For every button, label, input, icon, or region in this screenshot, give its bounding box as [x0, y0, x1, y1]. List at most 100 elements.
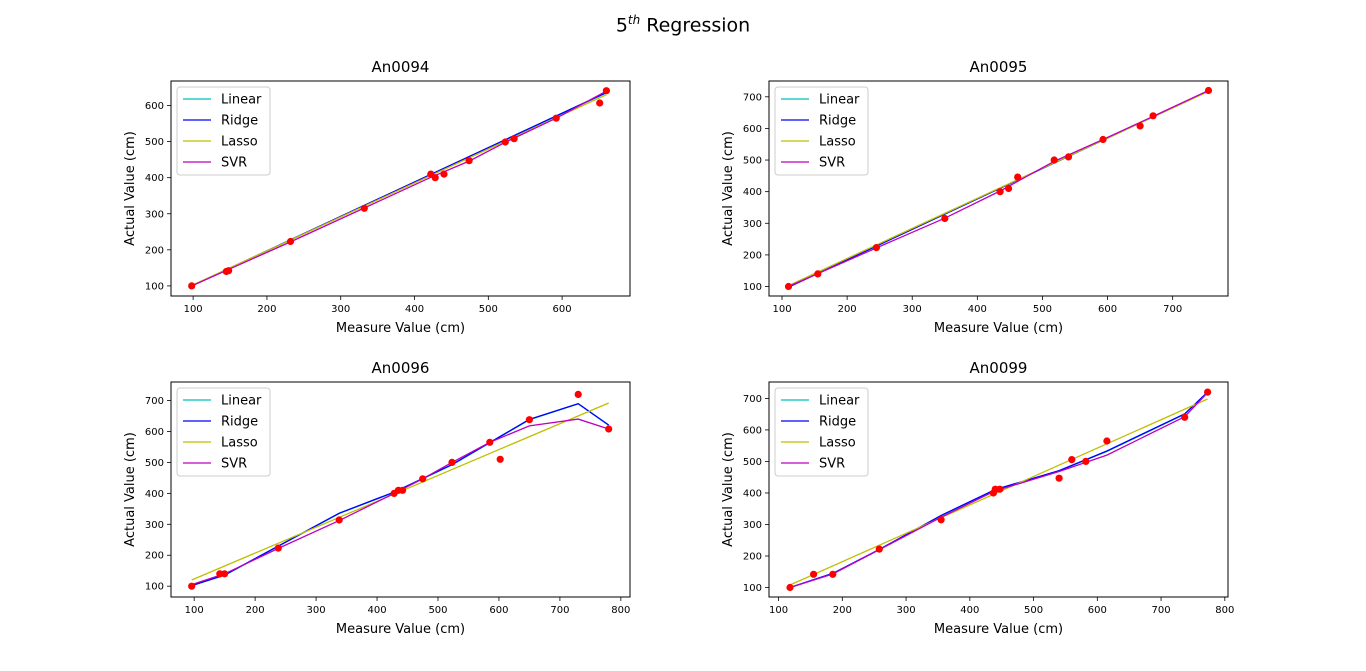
legend-label-linear: Linear [819, 394, 860, 409]
x-tick-label: 200 [838, 304, 857, 315]
legend-label-linear: Linear [221, 394, 262, 409]
data-point [1099, 135, 1107, 144]
legend-label-lasso: Lasso [819, 436, 856, 451]
data-point [510, 135, 518, 143]
y-tick-label: 300 [743, 520, 762, 531]
data-point [525, 416, 534, 424]
x-axis-label: Measure Value (cm) [934, 321, 1063, 336]
y-tick-label: 400 [145, 489, 164, 500]
legend-label-lasso: Lasso [819, 135, 856, 150]
data-point [937, 516, 945, 524]
x-tick-label: 200 [246, 605, 265, 616]
axes-frame [170, 80, 631, 297]
axes-frame [170, 381, 631, 598]
data-point [810, 570, 818, 578]
x-tick-label: 600 [1098, 304, 1117, 315]
y-tick-label: 600 [743, 124, 762, 135]
data-point [188, 282, 196, 290]
x-tick-label: 400 [968, 304, 987, 315]
x-tick-label: 700 [1152, 605, 1171, 616]
data-point [465, 157, 473, 165]
legend-box [774, 86, 869, 176]
y-tick-label: 200 [743, 250, 762, 261]
data-point [1055, 474, 1063, 482]
legend-label-ridge: Ridge [819, 415, 856, 430]
y-tick-label: 300 [145, 209, 164, 220]
data-point [1181, 413, 1189, 421]
x-tick-label: 100 [184, 304, 203, 315]
x-tick-label: 800 [611, 605, 630, 616]
legend-label-svr: SVR [221, 457, 247, 472]
data-point [552, 114, 560, 122]
data-point [188, 582, 196, 590]
x-tick-label: 600 [1088, 605, 1107, 616]
figure-title-base: 5 [615, 14, 628, 37]
y-axis-label: Actual Value (cm) [123, 131, 138, 246]
legend-label-lasso: Lasso [221, 436, 258, 451]
y-tick-label: 100 [145, 582, 164, 593]
data-point [1103, 437, 1111, 445]
legend-label-linear: Linear [221, 93, 262, 108]
data-point [596, 99, 604, 107]
series-line-svr [191, 90, 607, 287]
data-point [996, 188, 1004, 196]
data-point [360, 204, 368, 212]
data-point [605, 425, 613, 433]
chart-panel-1: 100 200 300 400 500 600 100 200 300 400 500 600 An00… [123, 58, 631, 336]
x-tick-label: 100 [185, 605, 204, 616]
data-point [274, 544, 282, 552]
y-tick-label: 600 [145, 427, 164, 438]
series-line-svr [788, 89, 1209, 288]
legend-box [176, 387, 271, 477]
data-point [440, 170, 448, 178]
legend-label-ridge: Ridge [819, 114, 856, 129]
chart-title: An0095 [970, 58, 1028, 76]
data-point [574, 390, 582, 398]
y-tick-label: 700 [743, 92, 762, 103]
data-point [941, 214, 949, 223]
data-point [221, 570, 229, 578]
chart-panel-2: 100 200 300 400 500 600 700 100 200 300 400 500 600 7… [721, 58, 1229, 336]
data-point [335, 516, 343, 524]
x-tick-label: 200 [257, 304, 276, 315]
y-tick-label: 200 [145, 245, 164, 256]
x-axis-label: Measure Value (cm) [336, 622, 465, 637]
x-tick-label: 100 [772, 304, 791, 315]
chart-title: An0096 [372, 359, 430, 377]
data-point [872, 244, 881, 252]
data-point [286, 237, 295, 246]
data-point [996, 485, 1004, 493]
x-tick-label: 300 [897, 605, 916, 616]
data-point [1149, 112, 1157, 120]
data-point [419, 475, 427, 483]
x-tick-label: 700 [550, 605, 569, 616]
y-tick-label: 500 [145, 458, 164, 469]
x-tick-label: 600 [489, 605, 508, 616]
legend-box [774, 387, 869, 477]
y-axis-label: Actual Value (cm) [721, 432, 736, 547]
y-tick-label: 300 [743, 219, 762, 230]
figure-title: 5th Regression [0, 13, 1366, 36]
data-point [1005, 184, 1013, 193]
x-tick-label: 500 [428, 605, 447, 616]
chart-title: An0099 [970, 359, 1028, 377]
x-tick-label: 800 [1215, 605, 1234, 616]
legend-label-lasso: Lasso [221, 135, 258, 150]
data-point [784, 282, 793, 291]
legend-label-ridge: Ridge [221, 415, 258, 430]
y-tick-label: 400 [145, 173, 164, 184]
legend-label-svr: SVR [819, 457, 845, 472]
y-tick-label: 500 [743, 457, 762, 468]
data-point [1204, 388, 1212, 396]
x-tick-label: 500 [1033, 304, 1052, 315]
x-tick-label: 300 [903, 304, 922, 315]
x-axis-label: Measure Value (cm) [934, 622, 1063, 637]
y-tick-label: 100 [743, 282, 762, 293]
x-tick-label: 500 [479, 304, 498, 315]
chart-title: An0094 [372, 58, 430, 76]
data-point [1064, 153, 1073, 161]
data-point [875, 545, 883, 553]
data-point [486, 438, 494, 446]
data-point [399, 486, 407, 494]
x-tick-label: 200 [833, 605, 852, 616]
